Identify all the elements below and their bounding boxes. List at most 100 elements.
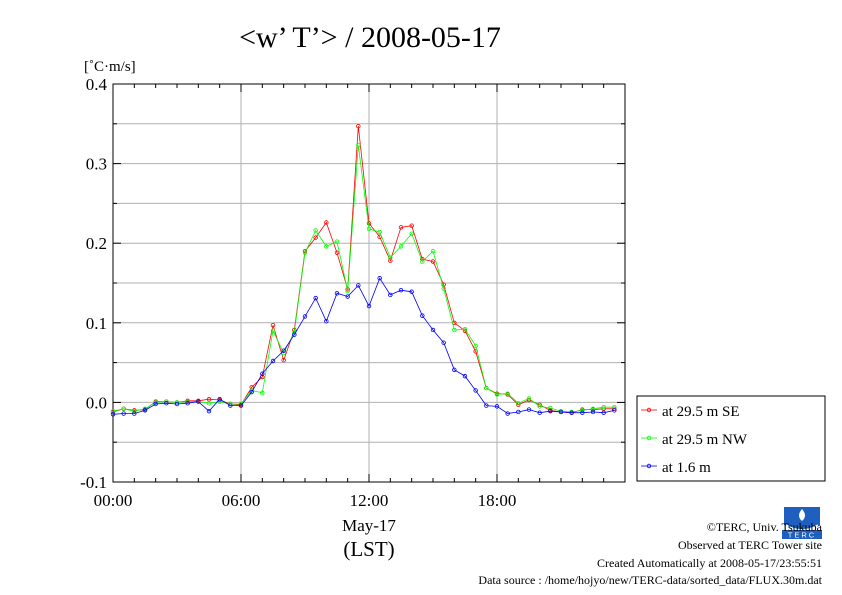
- data-point: [196, 399, 201, 404]
- data-point: [430, 248, 436, 254]
- x-tick-label: 06:00: [222, 491, 261, 510]
- data-point: [398, 287, 404, 293]
- legend-box: [636, 395, 826, 482]
- data-point: [494, 404, 500, 409]
- legend-swatch-marker: [646, 435, 652, 441]
- data-point: [366, 303, 372, 309]
- data-point: [537, 404, 542, 409]
- data-point: [153, 401, 158, 407]
- legend-label: at 29.5 m NW: [662, 432, 748, 448]
- data-point: [473, 388, 478, 393]
- data-point: [324, 220, 329, 225]
- data-point: [281, 358, 286, 363]
- data-point: [441, 286, 446, 291]
- data-point: [548, 405, 553, 411]
- data-point: [580, 410, 585, 415]
- data-point: [356, 123, 361, 129]
- data-point: [430, 327, 436, 333]
- data-point: [452, 327, 457, 333]
- x-tick-label: 18:00: [478, 491, 517, 510]
- y-tick-label: 0.3: [86, 155, 107, 174]
- data-point: [110, 412, 116, 417]
- x-tick-label: 00:00: [94, 491, 133, 510]
- data-point: [590, 409, 596, 415]
- data-point: [334, 250, 340, 255]
- data-point: [537, 410, 542, 415]
- data-point: [132, 411, 137, 416]
- data-point: [366, 221, 372, 226]
- data-point: [484, 385, 489, 391]
- data-point: [110, 408, 116, 414]
- data-point: [185, 400, 190, 406]
- y-tick-label: 0.0: [86, 393, 107, 412]
- data-point: [142, 408, 148, 413]
- data-point: [324, 319, 329, 324]
- chart-title: <w’ T’> / 2008-05-17: [239, 21, 501, 54]
- legend-label: at 1.6 m: [662, 460, 711, 476]
- data-point: [473, 343, 478, 349]
- data-point: [249, 389, 254, 395]
- copyright-text: ©TERC, Univ. Tsukuba: [706, 520, 822, 534]
- grid-lines: [113, 84, 625, 482]
- data-point: [409, 223, 414, 228]
- data-point: [164, 400, 169, 406]
- data-point: [345, 294, 350, 299]
- data-point: [132, 408, 137, 414]
- data-point: [505, 411, 510, 416]
- data-point: [366, 226, 372, 232]
- series-line: [112, 126, 615, 414]
- data-point: [313, 235, 318, 240]
- data-point: [356, 143, 361, 148]
- data-point: [484, 403, 489, 408]
- data-point: [324, 244, 329, 249]
- data-point: [281, 348, 286, 353]
- series-lines: [110, 123, 617, 417]
- created-at-text: Created Automatically at 2008-05-17/23:5…: [597, 556, 822, 570]
- data-point: [441, 340, 446, 345]
- data-point: [260, 390, 265, 396]
- data-point: [601, 410, 606, 415]
- data-point: [228, 403, 233, 408]
- data-point: [569, 410, 574, 415]
- legend: at 29.5 m SE at 29.5 m NW at 1.6 m: [636, 395, 826, 482]
- series-at-1-6-m: [110, 276, 617, 417]
- data-point: [601, 404, 606, 410]
- data-point: [388, 292, 393, 298]
- logo-text: TERC: [788, 531, 816, 540]
- data-point: [420, 259, 425, 264]
- data-point: [206, 400, 212, 406]
- data-point: [270, 322, 276, 328]
- data-point: [334, 239, 340, 244]
- series-at-29-5-m-se: [110, 123, 617, 415]
- data-point: [462, 373, 468, 379]
- data-point: [292, 332, 297, 337]
- data-point: [526, 396, 532, 401]
- data-point: [452, 367, 457, 372]
- y-tick-label: 0.1: [86, 314, 107, 333]
- data-point: [388, 258, 393, 263]
- legend-swatch-marker: [646, 407, 652, 413]
- data-point: [249, 385, 254, 390]
- data-point: [270, 358, 276, 364]
- data-point: [494, 392, 500, 397]
- data-point: [121, 411, 126, 416]
- observed-at-text: Observed at TERC Tower site: [677, 538, 822, 552]
- data-point: [516, 400, 521, 406]
- data-point: [217, 397, 222, 402]
- x-axis-date-label: May-17: [342, 516, 396, 535]
- data-point: [238, 403, 244, 408]
- x-tick-label: 12:00: [350, 491, 389, 510]
- data-point: [612, 404, 617, 410]
- data-point: [398, 244, 404, 249]
- y-tick-label: 0.2: [86, 234, 107, 253]
- data-point: [548, 408, 553, 414]
- data-point: [580, 408, 585, 413]
- series-line: [112, 277, 615, 415]
- y-tick-label: 0.4: [86, 75, 108, 94]
- data-point: [462, 326, 468, 332]
- data-point: [377, 229, 382, 235]
- data-point: [313, 228, 318, 233]
- axis-ticks: -0.1 0.0 0.1 0.2 0.3 0.4 00:00 06:00 12:00 18:00: [80, 75, 625, 510]
- data-point: [121, 406, 126, 411]
